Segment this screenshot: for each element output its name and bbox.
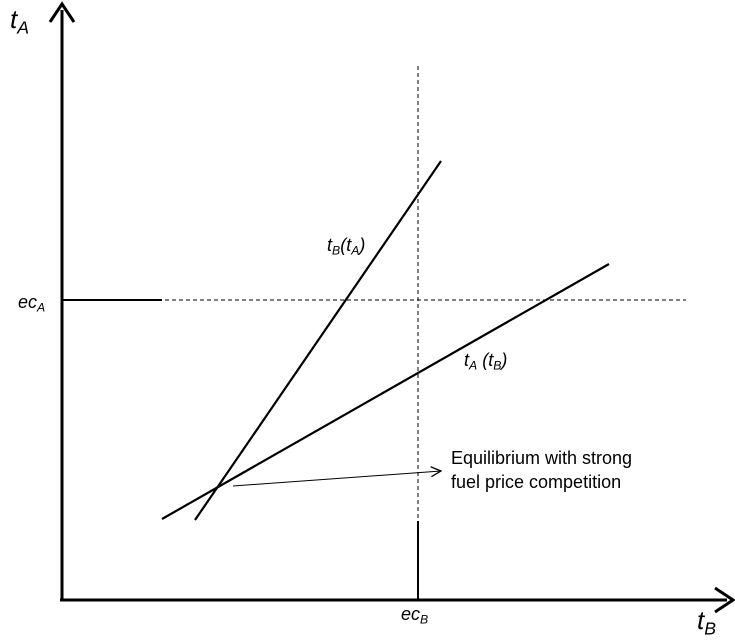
equilibrium-pointer-arrow [232, 471, 441, 487]
curve-tb-of-ta-label: tB(tA) [327, 235, 366, 258]
x-axis-arrowhead [714, 586, 735, 614]
y-axis-label: tA [10, 4, 30, 38]
y-axis-arrowhead [48, 1, 76, 23]
curve-ta-of-tb [161, 263, 610, 520]
curve-ta-of-tb-label: tA (tB) [464, 350, 508, 373]
equilibrium-annotation-line-1: Equilibrium with strong [451, 448, 633, 468]
equilibrium-annotation-line-2: fuel price competition [451, 472, 622, 492]
ec-a-label: ecA [18, 292, 46, 315]
curve-tb-of-ta [194, 160, 442, 521]
equilibrium-annotation: Equilibrium with strong fuel price compe… [451, 446, 632, 494]
x-axis-label: tB [697, 605, 717, 639]
ec-b-label: ecB [401, 604, 429, 627]
